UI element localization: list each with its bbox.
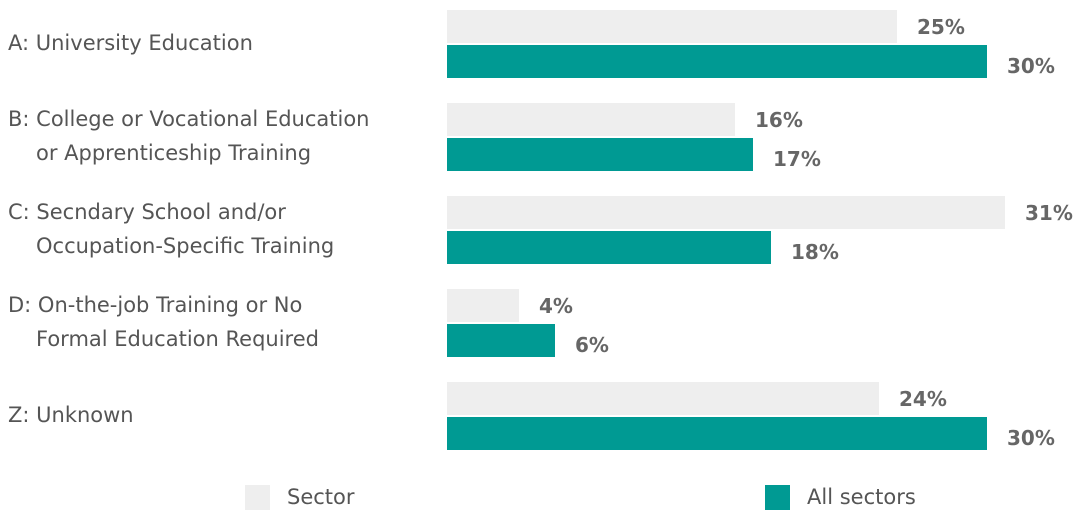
category-label: C: Secndary School and/or [8, 200, 286, 224]
legend-swatch [765, 485, 790, 510]
bar [447, 382, 879, 415]
value-label: 30% [1007, 426, 1055, 450]
category-label: or Apprenticeship Training [36, 141, 311, 165]
value-label: 4% [539, 294, 573, 318]
category-label: Occupation-Specific Training [36, 234, 334, 258]
bar [447, 417, 987, 450]
value-label: 30% [1007, 54, 1055, 78]
value-label: 18% [791, 240, 839, 264]
bar [447, 45, 987, 78]
legend-label: All sectors [807, 485, 916, 509]
bar [447, 10, 897, 43]
value-label: 24% [899, 387, 947, 411]
value-label: 16% [755, 108, 803, 132]
bar [447, 103, 735, 136]
legend-swatch [245, 485, 270, 510]
bar [447, 138, 753, 171]
category-label: B: College or Vocational Education [8, 107, 370, 131]
value-label: 31% [1025, 201, 1073, 225]
legend-label: Sector [287, 485, 355, 509]
category-label: Z: Unknown [8, 403, 134, 427]
value-label: 25% [917, 15, 965, 39]
category-label: D: On-the-job Training or No [8, 293, 302, 317]
category-label: Formal Education Required [36, 327, 319, 351]
bar [447, 196, 1005, 229]
bar [447, 289, 519, 322]
value-label: 6% [575, 333, 609, 357]
bar [447, 324, 555, 357]
bar [447, 231, 771, 264]
value-label: 17% [773, 147, 821, 171]
category-label: A: University Education [8, 31, 253, 55]
